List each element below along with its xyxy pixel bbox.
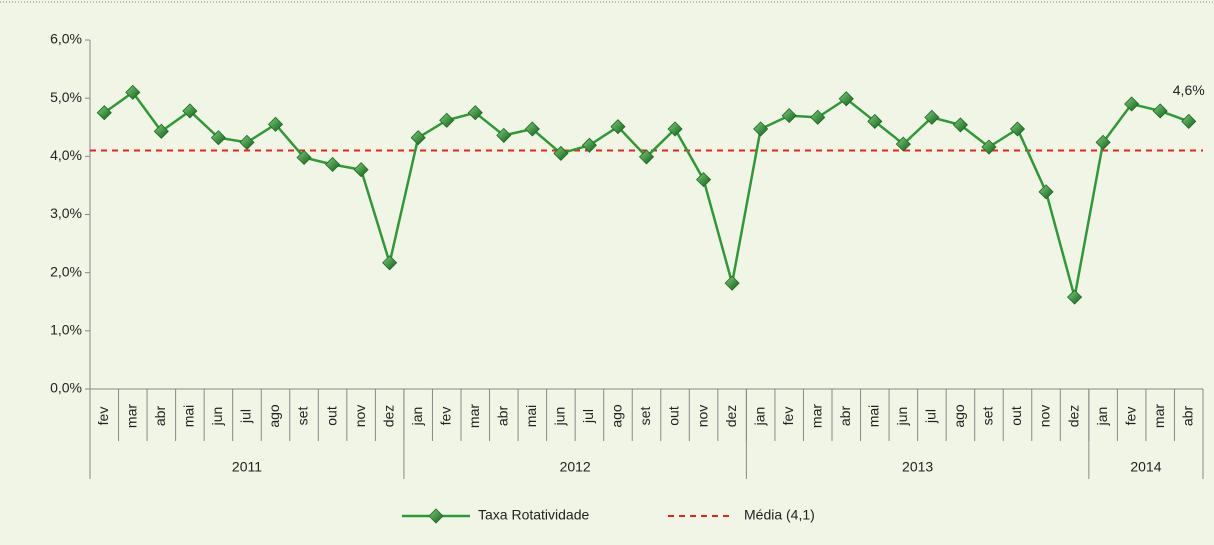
point-marker bbox=[182, 103, 198, 119]
y-tick-label: 3,0% bbox=[50, 205, 82, 221]
y-tick-label: 2,0% bbox=[50, 263, 82, 279]
x-tick-label: set bbox=[637, 407, 653, 426]
y-tick-label: 1,0% bbox=[50, 322, 82, 338]
x-tick-label: dez bbox=[1065, 405, 1081, 428]
legend-label: Taxa Rotatividade bbox=[478, 507, 590, 523]
y-tick-label: 6,0% bbox=[50, 31, 82, 47]
point-marker bbox=[1124, 96, 1140, 112]
series-line bbox=[103, 90, 1190, 298]
point-marker bbox=[1009, 121, 1026, 137]
x-tick-label: out bbox=[1008, 406, 1024, 426]
point-marker bbox=[267, 116, 284, 132]
x-tick-label: mar bbox=[1151, 404, 1167, 428]
x-tick-label: nov bbox=[694, 405, 710, 428]
x-tick-label: mai bbox=[523, 405, 539, 428]
point-marker bbox=[638, 149, 655, 165]
x-tick-label: abr bbox=[495, 406, 511, 427]
point-marker bbox=[353, 162, 369, 178]
point-marker bbox=[210, 130, 226, 146]
point-marker bbox=[610, 119, 626, 135]
legend-label: Média (4,1) bbox=[744, 507, 815, 523]
x-tick-label: mar bbox=[808, 404, 824, 428]
point-marker bbox=[153, 123, 169, 139]
point-marker bbox=[952, 117, 968, 133]
x-tick-label: jun bbox=[209, 407, 225, 427]
x-tick-label: set bbox=[295, 407, 311, 426]
point-marker bbox=[439, 112, 455, 128]
point-marker bbox=[96, 105, 112, 121]
point-marker bbox=[753, 121, 769, 137]
x-tick-label: jun bbox=[552, 407, 568, 427]
x-tick-label: mar bbox=[466, 404, 482, 428]
x-tick-label: mai bbox=[866, 405, 882, 428]
x-tick-label: dez bbox=[380, 405, 396, 428]
group-label: 2014 bbox=[1130, 459, 1161, 475]
point-marker bbox=[667, 121, 683, 137]
point-marker bbox=[924, 109, 940, 125]
x-tick-label: jan bbox=[1094, 407, 1110, 427]
x-tick-label: mar bbox=[124, 404, 140, 428]
x-tick-label: fev bbox=[437, 407, 453, 426]
x-tick-label: ago bbox=[609, 404, 625, 428]
point-marker bbox=[1067, 289, 1083, 305]
point-marker bbox=[296, 149, 312, 166]
point-marker bbox=[524, 121, 540, 137]
x-tick-label: out bbox=[666, 406, 682, 426]
point-marker bbox=[867, 113, 883, 129]
x-tick-label: fev bbox=[1122, 407, 1138, 426]
x-tick-label: ago bbox=[266, 404, 282, 428]
point-marker bbox=[781, 108, 797, 124]
point-marker bbox=[696, 172, 712, 188]
x-tick-label: jul bbox=[923, 409, 939, 424]
point-marker bbox=[1095, 134, 1111, 150]
x-tick-label: abr bbox=[837, 406, 853, 427]
data-label: 4,6% bbox=[1173, 82, 1205, 98]
point-marker bbox=[981, 139, 997, 155]
x-tick-label: jul bbox=[238, 409, 254, 424]
x-tick-label: abr bbox=[152, 406, 168, 427]
point-marker bbox=[325, 156, 341, 173]
x-tick-label: nov bbox=[352, 405, 368, 428]
x-tick-label: jun bbox=[894, 407, 910, 427]
y-tick-label: 4,0% bbox=[50, 147, 82, 163]
x-tick-label: nov bbox=[1037, 405, 1053, 428]
point-marker bbox=[467, 105, 483, 121]
group-label: 2011 bbox=[232, 459, 262, 475]
point-marker bbox=[810, 109, 826, 125]
x-tick-label: set bbox=[980, 407, 996, 426]
legend-marker bbox=[428, 508, 444, 524]
y-tick-label: 5,0% bbox=[50, 89, 82, 105]
point-marker bbox=[1152, 103, 1168, 119]
x-tick-label: jan bbox=[751, 407, 767, 427]
group-label: 2013 bbox=[902, 459, 933, 475]
point-marker bbox=[553, 145, 569, 161]
point-marker bbox=[239, 134, 255, 150]
point-marker bbox=[496, 127, 512, 143]
x-tick-label: dez bbox=[723, 405, 739, 428]
point-marker bbox=[581, 137, 597, 153]
point-marker bbox=[125, 84, 141, 100]
x-tick-label: jul bbox=[580, 409, 596, 424]
point-marker bbox=[1181, 113, 1197, 129]
point-marker bbox=[410, 130, 426, 146]
x-tick-label: fev bbox=[95, 407, 111, 426]
point-marker bbox=[895, 136, 911, 152]
x-tick-label: abr bbox=[1179, 406, 1195, 427]
x-tick-label: out bbox=[323, 406, 339, 426]
x-tick-label: jan bbox=[409, 407, 425, 427]
x-tick-label: fev bbox=[780, 407, 796, 426]
point-marker bbox=[1038, 184, 1054, 200]
group-label: 2012 bbox=[560, 459, 591, 475]
y-tick-label: 0,0% bbox=[50, 380, 82, 396]
x-tick-label: ago bbox=[951, 404, 967, 428]
x-tick-label: mai bbox=[181, 405, 197, 428]
point-marker bbox=[724, 275, 740, 291]
point-marker bbox=[838, 91, 854, 107]
point-marker bbox=[382, 255, 398, 271]
